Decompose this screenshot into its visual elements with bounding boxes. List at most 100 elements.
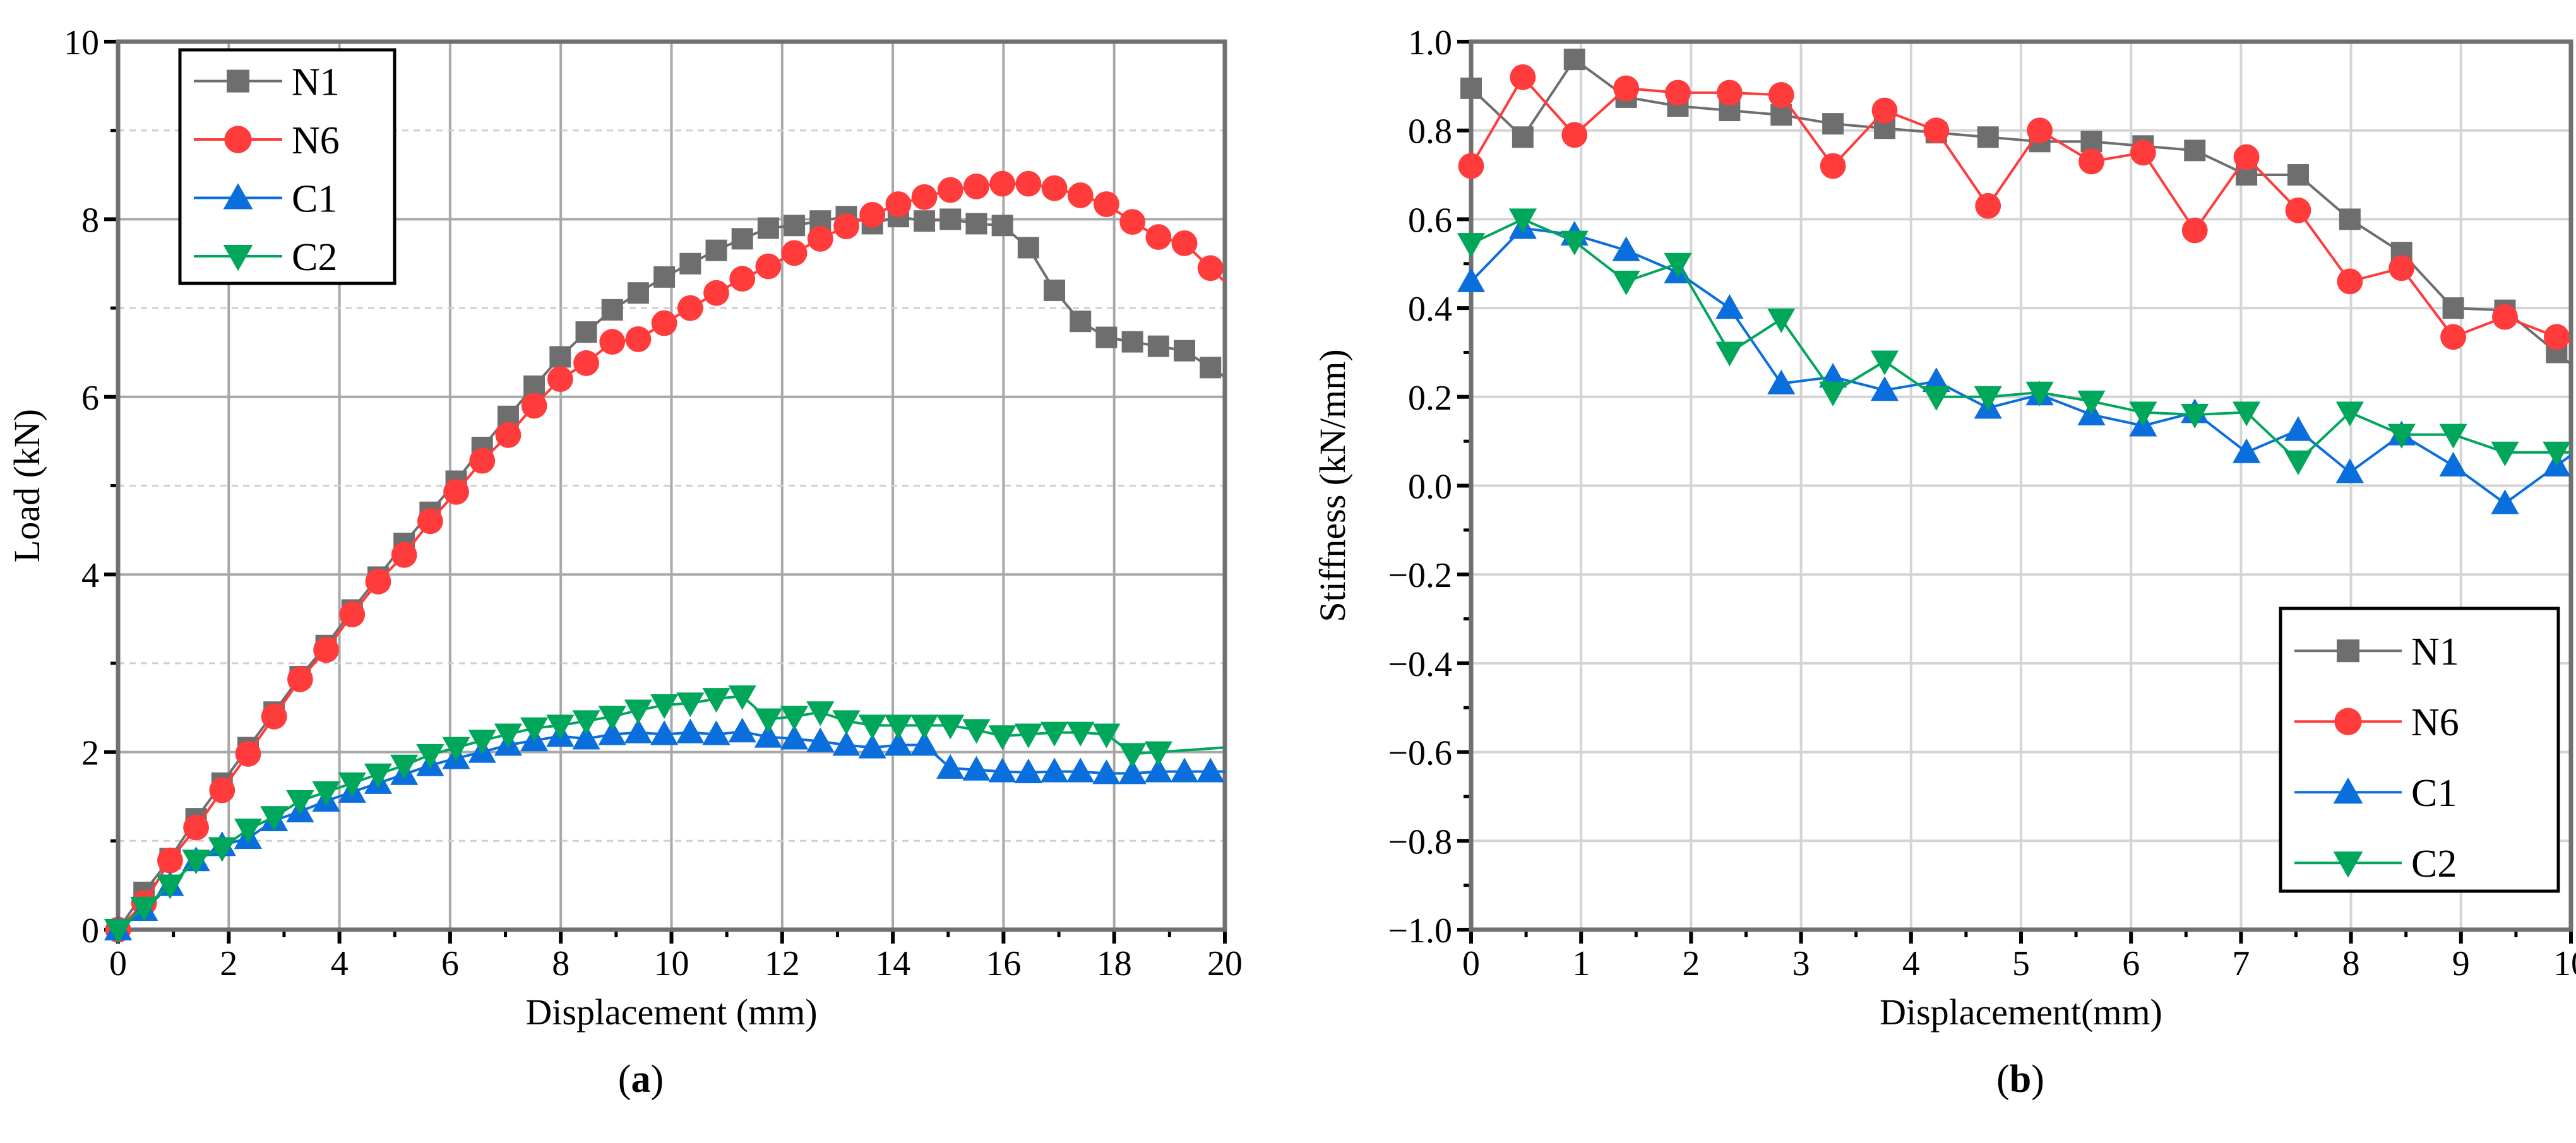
marker-triangle-down bbox=[2233, 401, 2261, 427]
marker-triangle-down bbox=[1560, 230, 1589, 256]
marker-triangle-up bbox=[884, 731, 912, 756]
legend-item-C1: C1 bbox=[2294, 772, 2457, 815]
marker-triangle-down bbox=[2284, 450, 2313, 475]
marker-circle bbox=[1197, 255, 1224, 281]
marker-square bbox=[939, 208, 962, 230]
marker-triangle-down bbox=[1066, 721, 1095, 747]
marker-square bbox=[1121, 331, 1143, 353]
legend: N1 N6 C1 C2 bbox=[2279, 607, 2560, 893]
marker-square bbox=[2339, 208, 2361, 230]
marker-square bbox=[914, 210, 936, 232]
marker-triangle-down bbox=[312, 781, 340, 807]
series-N6 bbox=[1458, 64, 2571, 350]
marker-triangle-up bbox=[1170, 757, 1199, 783]
marker-circle bbox=[2337, 268, 2363, 295]
marker-triangle-up bbox=[598, 720, 626, 745]
series-C2 bbox=[1457, 208, 2571, 475]
marker-circle bbox=[573, 350, 599, 376]
marker-triangle-down bbox=[468, 730, 496, 755]
marker-circle bbox=[1975, 192, 2001, 219]
marker-square bbox=[731, 228, 753, 250]
marker-triangle-up bbox=[572, 725, 600, 750]
marker-triangle-down bbox=[1092, 723, 1121, 749]
tick-label-y: 0.2 bbox=[1408, 379, 1452, 418]
marker-triangle-down bbox=[1819, 381, 1847, 406]
marker-circle bbox=[391, 542, 417, 568]
marker-triangle-up bbox=[1196, 757, 1225, 783]
marker-triangle-down bbox=[676, 692, 705, 718]
tick-label-x: 0 bbox=[1462, 944, 1480, 983]
marker-triangle-down bbox=[572, 710, 600, 735]
marker-square bbox=[1977, 126, 1999, 148]
legend-label: C2 bbox=[2411, 843, 2457, 885]
marker-circle bbox=[755, 253, 782, 280]
figure-caption: (b) bbox=[1996, 1058, 2044, 1101]
marker-triangle-down bbox=[806, 701, 835, 726]
marker-triangle-up bbox=[2333, 777, 2363, 804]
x-axis-label: Displacement (mm) bbox=[525, 992, 817, 1033]
marker-triangle-down bbox=[156, 874, 184, 899]
marker-square bbox=[2184, 139, 2206, 162]
marker-triangle-down bbox=[520, 717, 549, 742]
marker-circle bbox=[989, 170, 1016, 197]
marker-triangle-up bbox=[728, 718, 756, 743]
marker-triangle-down bbox=[2387, 423, 2416, 449]
marker-circle bbox=[1015, 170, 1042, 197]
marker-triangle-down bbox=[780, 706, 809, 731]
tick-label-x: 9 bbox=[2452, 944, 2470, 983]
marker-triangle-down bbox=[2077, 390, 2106, 415]
tick-label-y: 10 bbox=[64, 23, 99, 62]
marker-triangle-up bbox=[858, 733, 886, 759]
marker-circle bbox=[1145, 224, 1172, 250]
marker-triangle-down bbox=[104, 919, 133, 944]
marker-circle bbox=[1561, 122, 1588, 148]
marker-circle bbox=[224, 126, 252, 153]
marker-square bbox=[757, 217, 779, 239]
series-C2 bbox=[104, 685, 1225, 944]
marker-circle bbox=[1820, 153, 1846, 179]
chart-a: 0 2 4 6 8 10 12 14 16 18 20 0 2 4 6 8 10 Displacement (mm… bbox=[6, 23, 1243, 1101]
marker-triangle-up bbox=[1144, 757, 1172, 783]
marker-triangle-down bbox=[223, 245, 253, 271]
marker-triangle-down bbox=[1118, 743, 1147, 768]
series-N6 bbox=[105, 170, 1225, 943]
marker-triangle-down bbox=[728, 685, 756, 711]
tick-label-x: 1 bbox=[1572, 944, 1590, 983]
marker-square bbox=[1147, 335, 1169, 357]
marker-circle bbox=[1613, 75, 1640, 102]
marker-triangle-up bbox=[1612, 236, 1640, 261]
marker-circle bbox=[469, 447, 496, 474]
marker-square bbox=[653, 266, 676, 288]
marker-circle bbox=[495, 422, 522, 448]
marker-circle bbox=[547, 366, 573, 393]
tick-label-x: 18 bbox=[1097, 944, 1132, 983]
caption-paren-close: ) bbox=[2031, 1058, 2044, 1101]
marker-triangle-down bbox=[702, 688, 730, 713]
marker-square bbox=[2442, 297, 2464, 319]
marker-triangle-down bbox=[286, 790, 314, 815]
marker-circle bbox=[625, 326, 652, 352]
marker-triangle-down bbox=[1922, 386, 1950, 411]
marker-circle bbox=[2078, 148, 2104, 175]
marker-circle bbox=[1171, 230, 1198, 256]
marker-triangle-up bbox=[1118, 759, 1147, 785]
marker-square bbox=[2337, 639, 2359, 663]
marker-triangle-up bbox=[702, 720, 730, 745]
marker-triangle-down bbox=[1664, 252, 1692, 278]
y-axis-label: Stiffness (kN/mm) bbox=[1312, 349, 1353, 622]
marker-circle bbox=[937, 177, 963, 203]
marker-square bbox=[1563, 49, 1585, 71]
marker-circle bbox=[157, 847, 183, 874]
tick-label-x: 6 bbox=[2122, 944, 2140, 983]
marker-circle bbox=[313, 637, 339, 663]
tick-label-x: 10 bbox=[654, 944, 689, 983]
marker-triangle-down bbox=[1457, 233, 1486, 258]
marker-circle bbox=[885, 191, 912, 217]
caption-letter: a bbox=[631, 1058, 651, 1101]
marker-triangle-up bbox=[1066, 757, 1095, 783]
tick-label-x: 14 bbox=[875, 944, 910, 983]
tick-label-y: −1.0 bbox=[1388, 911, 1452, 951]
marker-circle bbox=[729, 266, 756, 292]
legend-label: C2 bbox=[292, 236, 337, 279]
marker-triangle-up bbox=[1715, 294, 1744, 319]
